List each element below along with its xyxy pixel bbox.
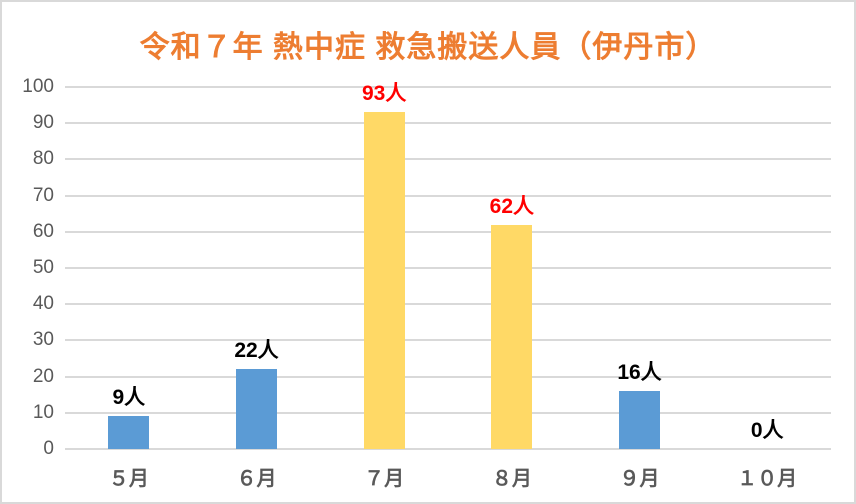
gridline	[65, 339, 831, 342]
y-tick-label: 50	[32, 257, 54, 278]
x-axis-label: ７月	[364, 468, 405, 490]
y-tick-label: 60	[32, 220, 54, 242]
data-label: 62人	[489, 194, 535, 218]
data-label: 0人	[750, 419, 784, 442]
y-tick-label: 30	[32, 329, 54, 351]
bar-６月	[236, 369, 277, 449]
y-tick-label: 70	[32, 184, 54, 206]
x-axis-label: ９月	[619, 468, 660, 490]
chart-title: 令和７年 熱中症 救急搬送人員（伊丹市）	[139, 31, 717, 64]
y-tick-label: 0	[43, 438, 54, 459]
gridline	[65, 303, 831, 306]
data-label: 9人	[112, 386, 146, 410]
data-label: 93人	[361, 82, 407, 106]
x-axis-label: １０月	[737, 468, 798, 490]
x-axis-label: ５月	[108, 468, 149, 490]
y-tick-label: 20	[32, 365, 54, 387]
gridline	[65, 448, 831, 450]
gridline	[65, 194, 831, 197]
gridline	[65, 267, 831, 269]
bar-８月	[491, 224, 533, 449]
y-tick-label: 10	[32, 401, 54, 423]
bar-７月	[363, 112, 405, 449]
plot-area: 9人 ５月 22人 ６月 93人 ７月 62人 ８月 16人 ９月 0人 １０月	[65, 82, 831, 490]
gridline	[65, 122, 831, 125]
y-axis: 0 10 20 30 40 50 60 70 80 90 100	[2, 76, 54, 459]
y-tick-label: 90	[32, 112, 54, 134]
y-tick-label: 80	[32, 148, 54, 170]
bar-５月	[108, 416, 150, 449]
y-tick-label: 100	[22, 76, 54, 97]
y-tick-label: 40	[32, 293, 54, 315]
x-axis-label: ６月	[236, 468, 277, 490]
gridline	[65, 375, 831, 378]
gridline	[65, 230, 831, 233]
data-label: 22人	[234, 339, 279, 363]
gridline	[65, 158, 831, 161]
data-label: 16人	[617, 361, 662, 385]
gridline	[65, 86, 831, 88]
gridline	[65, 411, 831, 414]
bar-９月	[619, 391, 660, 449]
x-axis-label: ８月	[491, 468, 532, 490]
